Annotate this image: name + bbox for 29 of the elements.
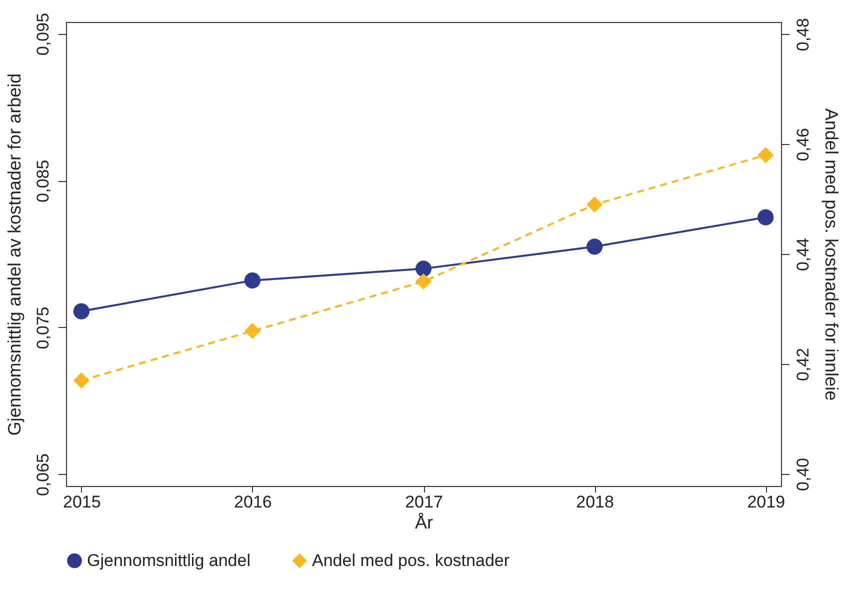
y2-tick-label: 0,48	[794, 18, 812, 52]
x-tick-label: 2018	[576, 492, 614, 512]
y2-tick-label: 0,42	[794, 348, 812, 381]
y-tick-label: 0,065	[34, 453, 52, 496]
point	[244, 322, 261, 340]
point	[586, 196, 603, 213]
y2-tick-label: 0,44	[794, 238, 812, 272]
legend-label: Gjennomsnittlig andel	[87, 550, 250, 570]
legend-label: Andel med pos. kostnader	[312, 550, 510, 570]
x-axis-title: År	[415, 512, 434, 532]
y-tick-label: 0,095	[34, 12, 52, 56]
point	[415, 260, 432, 277]
y2-tick-label: 0,40	[794, 458, 812, 491]
x-tick-label: 2019	[747, 492, 786, 512]
point	[73, 372, 90, 389]
point	[586, 238, 603, 255]
x-tick-label: 2017	[405, 492, 443, 512]
y-axis-title: Gjennomsnittlig andel av kostnader for arbeid	[4, 73, 24, 436]
point	[758, 146, 774, 164]
point	[73, 303, 90, 320]
point	[244, 272, 261, 288]
x-tick-label: 2015	[62, 492, 101, 512]
y2-tick-label: 0,46	[794, 128, 812, 162]
y2-axis-title: Andel med pos. kostnader for innleie	[822, 108, 842, 401]
x-tick-label: 2016	[234, 492, 272, 512]
point	[415, 273, 432, 290]
point	[758, 209, 774, 226]
y-tick-label: 0,085	[34, 160, 52, 202]
y-tick-label: 0,075	[34, 306, 52, 350]
